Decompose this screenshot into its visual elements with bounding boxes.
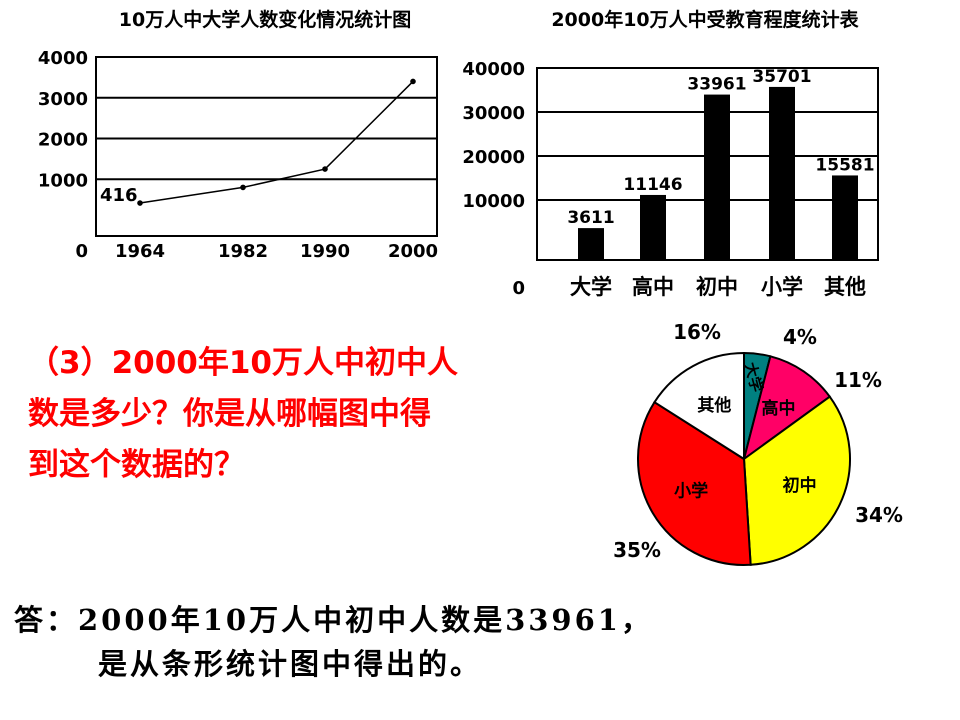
line-chart-series-line [139,80,414,204]
line-chart-title: 10万人中大学人数变化情况统计图 [119,8,411,31]
bar [769,86,795,260]
question-text: （3）2000年10万人中初中人 数是多少？你是从哪幅图中得 到这个数据的？ [28,338,608,491]
line-chart-x-tick-label: 1964 [115,241,165,262]
line-chart-y-tick-label: 0 [75,241,88,262]
pie-slice [742,355,832,462]
pie-slice [653,351,745,461]
bar-category-label: 高中 [632,275,674,299]
pie-percent-labels: 4% 11% 34% 35% 16% [613,320,903,562]
line-chart-x-tick-label: 2000 [388,241,438,262]
line-chart-x-tick-label: 1990 [300,241,350,262]
bar-chart-data-labels: 3611 11146 33961 35701 15581 [567,67,874,228]
line-chart-point [240,184,246,191]
bar [640,194,666,260]
pie-percent-label: 35% [613,538,661,562]
pie-percent-label: 34% [855,503,903,527]
line-chart-y-ticks: 0 1000 2000 3000 4000 [38,48,88,262]
line-chart-y-tick-label: 1000 [38,170,88,191]
line-chart-frame [95,56,438,237]
bar-chart-y-ticks: 0 10000 20000 30000 40000 [462,59,525,299]
pie-slice-label: 高中 [762,398,796,419]
pie-slice-label: 初中 [783,475,817,496]
bar-data-label: 11146 [623,175,682,195]
line-chart-grid [96,96,437,181]
bar-chart-title: 2000年10万人中受教育程度统计表 [551,8,859,31]
bar-chart-bars [578,86,858,261]
line-chart-point [410,78,416,85]
line-chart-y-tick-label: 4000 [38,48,88,69]
bar-data-label: 33961 [687,75,746,95]
bar [704,94,730,261]
bar [832,175,858,260]
pie-percent-label: 16% [673,320,721,344]
pie-slice-label: 其他 [697,395,731,416]
bar [578,228,604,260]
bar-chart-categories: 大学 高中 初中 小学 其他 [570,275,866,299]
question-line-1: （3）2000年10万人中初中人 [28,345,458,381]
bar-chart: 2000年10万人中受教育程度统计表 0 10000 20000 30000 40000… [462,8,879,299]
answer-line-1: 答：2000年10万人中初中人数是33961， [14,603,653,637]
bar-category-label: 大学 [570,275,612,299]
line-chart-x-ticks: 1964 1982 1990 2000 [115,241,438,262]
line-chart-point [137,200,143,206]
line-chart-point [322,166,328,172]
pie-slices [637,351,851,566]
pie-slice [742,395,851,566]
line-chart-point-label: 416 [100,185,138,206]
pie-slice-label: 小学 [674,480,708,501]
bar-data-label: 15581 [815,155,874,175]
bar-category-label: 小学 [761,275,803,299]
bar-chart-y-tick-label: 30000 [462,103,525,124]
bar-data-label: 3611 [567,208,614,228]
bar-category-label: 初中 [696,275,738,299]
pie-percent-label: 4% [783,325,817,349]
question-line-2: 数是多少？你是从哪幅图中得 [28,396,431,432]
answer-text: 答：2000年10万人中初中人数是33961， 是从条形统计图中得出的。 [14,598,714,686]
bar-chart-y-tick-label: 10000 [462,191,525,212]
answer-line-2: 是从条形统计图中得出的。 [98,647,483,681]
line-chart-x-tick-label: 1982 [218,241,268,262]
pie-percent-label: 11% [834,368,882,392]
line-chart-series: 416 [100,78,416,206]
bar-chart-y-tick-label: 20000 [462,147,525,168]
bar-category-label: 其他 [824,275,866,299]
bar-chart-y-tick-label: 0 [512,278,525,299]
question-line-3: 到这个数据的？ [28,447,245,483]
bar-data-label: 35701 [752,67,811,87]
line-chart-y-tick-label: 3000 [38,89,88,110]
pie-slice [637,400,752,566]
bar-chart-y-tick-label: 40000 [462,59,525,80]
line-chart-y-tick-label: 2000 [38,130,88,151]
